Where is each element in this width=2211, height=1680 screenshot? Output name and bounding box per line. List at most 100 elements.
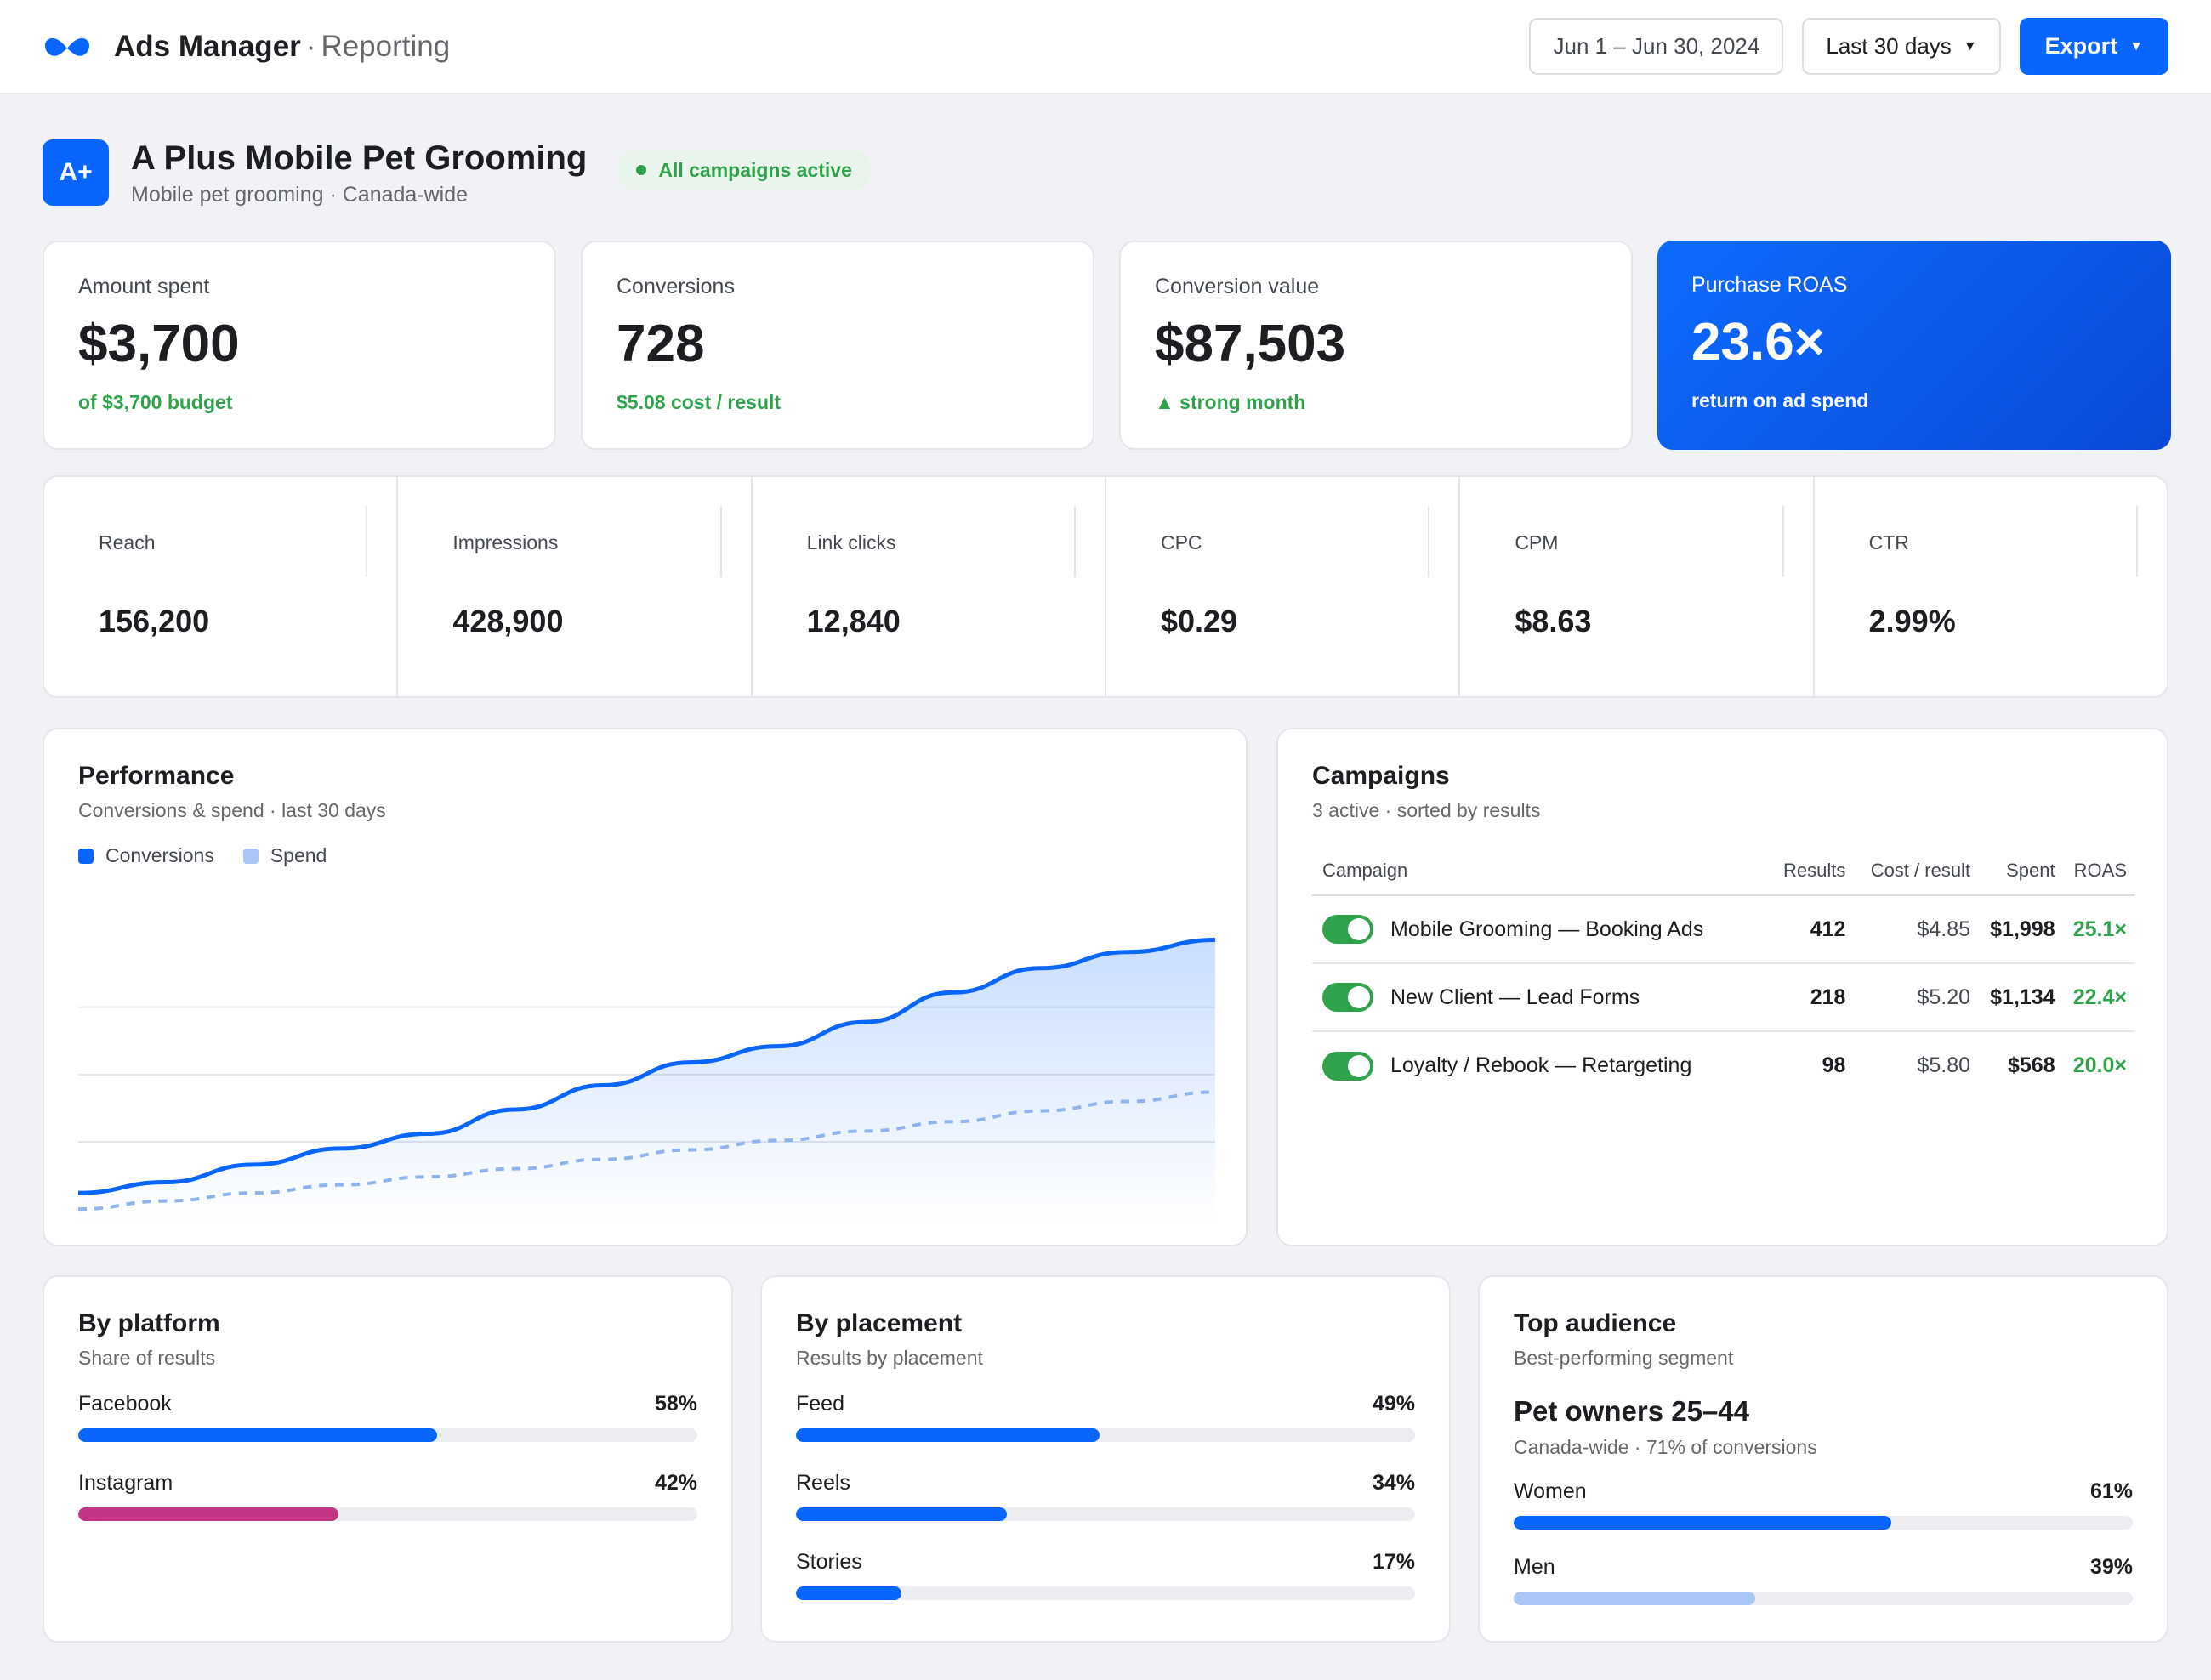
bar-label: Feed [796,1392,844,1416]
conversions-series-line [78,938,1215,1195]
table-row[interactable]: Loyalty / Rebook — Retargeting 98 $5.80 … [1312,1031,2135,1099]
column-header-cost[interactable]: Cost / result [1854,846,1980,896]
metric-label: Impressions [452,531,559,553]
bar-track [796,1428,1415,1442]
column-header-results[interactable]: Results [1772,846,1855,896]
metrics-strip: Reach 156,200 Impressions 428,900 Link c… [43,475,2168,698]
conversions-area [78,939,1215,1223]
kpi-label: Amount spent [78,275,210,298]
caret-down-icon: ▼ [2129,38,2143,54]
legend-item-spend: Spend [242,844,327,867]
campaigns-subtitle: 3 active · sorted by results [1312,799,1541,821]
column-header-roas[interactable]: ROAS [2063,846,2135,896]
caret-down-icon: ▼ [1963,38,1977,54]
performance-chart [78,938,1215,1223]
metric-label: CPC [1160,531,1202,553]
meta-logo-icon [43,30,92,64]
chart-legend: Conversions Spend [78,844,1212,867]
campaigns-card: Campaigns 3 active · sorted by results C… [1276,728,2168,1246]
metric-reach: Reach 156,200 [44,477,396,696]
bar-value: 34% [1372,1471,1415,1495]
legend-label: Spend [270,844,327,866]
table-row[interactable]: New Client — Lead Forms 218 $5.20 $1,134… [1312,963,2135,1032]
kpi-sub: of $3,700 budget [78,391,233,413]
period-dropdown[interactable]: Last 30 days ▼ [1802,18,2001,75]
results-cell: 412 [1772,895,1855,964]
kpi-card-amount-spent: Amount spent $3,700 of $3,700 budget [43,241,556,450]
campaign-toggle[interactable] [1322,915,1373,944]
platform-card: By platform Share of results Facebook 58%… [43,1275,733,1643]
bar-row: Feed 49% [796,1392,1415,1442]
kpi-value: 728 [617,315,705,373]
bar-track [78,1507,697,1521]
kpi-card-conversion-value: Conversion value $87,503 ▲ strong month [1119,241,1633,450]
bar-row: Stories 17% [796,1550,1415,1600]
bar-track [1514,1516,2133,1530]
bar-fill [796,1586,901,1600]
roas-cell: 25.1× [2063,895,2135,964]
account-description: Mobile pet grooming · Canada-wide [131,182,469,207]
metric-label: CTR [1868,531,1909,553]
audience-subtitle: Best-performing segment [1514,1347,1734,1369]
bar-row: Men 39% [1514,1555,2133,1605]
performance-subtitle: Conversions & spend · last 30 days [78,799,386,821]
bar-row: Women 61% [1514,1479,2133,1530]
campaign-name[interactable]: Loyalty / Rebook — Retargeting [1390,1053,1692,1077]
spend-series-line [78,1090,1215,1212]
platform-title: By platform [78,1309,220,1337]
bar-row: Facebook 58% [78,1392,697,1442]
placement-subtitle: Results by placement [796,1347,983,1369]
kpi-label: Purchase ROAS [1691,273,1848,297]
app-title: Ads Manager [114,29,301,63]
metric-value: $8.63 [1515,604,1592,639]
audience-title: Top audience [1514,1309,1677,1337]
bar-head: Feed 49% [796,1392,1415,1416]
bar-track [796,1586,1415,1600]
bar-head: Instagram 42% [78,1471,697,1496]
spent-cell: $568 [2007,1053,2055,1077]
cost-cell: $5.20 [1854,963,1980,1032]
placement-card: By placement Results by placement Feed 49… [760,1275,1451,1643]
metric-value: 2.99% [1868,604,1956,639]
spent-cell: $1,998 [1979,895,2064,964]
status-label: All campaigns active [658,158,852,181]
bar-row: Reels 34% [796,1471,1415,1521]
date-range-button[interactable]: Jun 1 – Jun 30, 2024 [1529,18,1784,75]
metric-label: CPM [1515,531,1559,553]
period-label: Last 30 days [1826,33,1952,59]
legend-item-conversions: Conversions [78,844,214,867]
metric-cpm: CPM $8.63 [1458,477,1812,696]
kpi-sub: ▲ strong month [1155,391,1306,413]
platform-subtitle: Share of results [78,1347,216,1369]
section-title: Reporting [321,29,451,63]
metric-value: 12,840 [806,604,901,639]
account-avatar: A+ [43,139,109,206]
audience-card: Top audience Best-performing segment Pet… [1478,1275,2168,1643]
metric-ctr: CTR 2.99% [1812,477,2167,696]
kpi-card-purchase-roas: Purchase ROAS 23.6× return on ad spend [1657,241,2171,450]
spent-cell: $1,134 [1979,963,2064,1032]
bar-value: 49% [1372,1392,1415,1416]
campaign-name[interactable]: Mobile Grooming — Booking Ads [1390,917,1704,941]
kpi-sub: return on ad spend [1691,389,1869,411]
export-label: Export [2044,33,2118,59]
column-header-campaign[interactable]: Campaign [1312,846,1773,896]
kpi-value: $87,503 [1155,315,1346,373]
metric-value: 156,200 [99,604,210,639]
column-header-spent[interactable]: Spent [1979,846,2064,896]
campaign-name[interactable]: New Client — Lead Forms [1390,985,1640,1009]
table-row[interactable]: Mobile Grooming — Booking Ads 412 $4.85 … [1312,895,2135,964]
legend-swatch [78,848,94,864]
campaign-toggle[interactable] [1322,983,1373,1012]
bar-track [796,1507,1415,1521]
placement-title: By placement [796,1309,963,1337]
bar-fill [78,1507,338,1521]
kpi-value: 23.6× [1691,313,1825,372]
performance-card: Performance Conversions & spend · last 3… [43,728,1248,1246]
bar-value: 17% [1372,1550,1415,1574]
campaign-toggle[interactable] [1322,1051,1373,1081]
campaigns-title: Campaigns [1312,762,1450,790]
date-range-label: Jun 1 – Jun 30, 2024 [1553,33,1760,59]
export-button[interactable]: Export ▼ [2019,18,2168,75]
bar-fill [796,1428,1100,1442]
